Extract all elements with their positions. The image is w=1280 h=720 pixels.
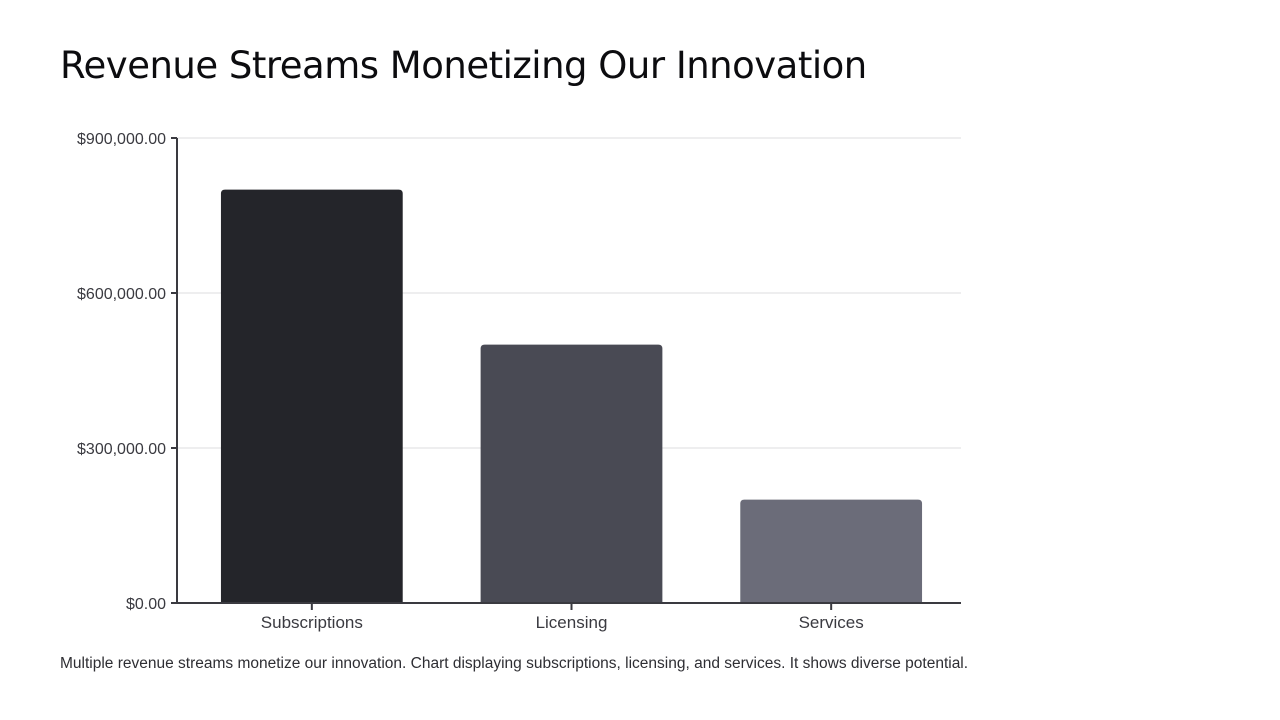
y-tick-label: $300,000.00 (77, 441, 166, 458)
axes (171, 137, 961, 610)
x-category-label: Subscriptions (261, 613, 363, 632)
bar-services (740, 499, 923, 603)
slide-title: Revenue Streams Monetizing Our Innovatio… (60, 44, 867, 87)
y-tick-label: $0.00 (126, 596, 166, 613)
bar-subscriptions (220, 189, 403, 603)
bars (220, 189, 923, 603)
tick-labels: $0.00 $300,000.00 $600,000.00 $900,000.00 Su… (77, 131, 864, 632)
chart-caption: Multiple revenue streams monetize our in… (60, 655, 969, 672)
y-tick-label: $600,000.00 (77, 286, 166, 303)
x-category-label: Services (799, 613, 864, 632)
x-category-label: Licensing (536, 613, 608, 632)
bar-licensing (480, 344, 663, 603)
y-tick-label: $900,000.00 (77, 131, 166, 148)
